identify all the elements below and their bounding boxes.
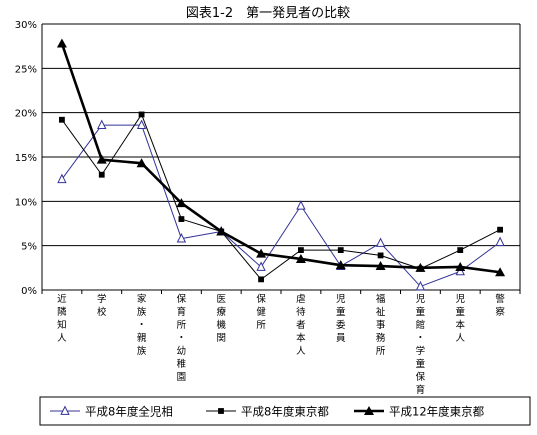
x-tick-label: 福祉事務所 [376, 293, 386, 357]
data-point [375, 261, 386, 271]
series-lines [56, 38, 506, 291]
data-point [59, 116, 65, 123]
data-point [495, 236, 505, 247]
series-3 [56, 38, 506, 277]
data-point [258, 276, 264, 283]
data-point [176, 198, 187, 208]
data-point [375, 237, 386, 247]
x-tick-label: 児童館・学童保育 [416, 294, 426, 396]
data-point [136, 119, 147, 129]
data-point [415, 262, 426, 272]
data-point [176, 233, 187, 243]
data-point [377, 252, 384, 259]
data-point [298, 247, 304, 253]
data-point [98, 171, 105, 178]
data-point [97, 119, 107, 129]
gridlines [42, 23, 520, 247]
x-tick-labels: 近隣知人 学校 家族・親族 保育所・幼稚園 医療機関 保健所 虐待者本人 児童委員 福祉事務所 児… [57, 293, 505, 396]
legend-label: 平成8年度全児相 [85, 405, 173, 419]
x-tick-label: 保育所・幼稚園 [177, 293, 187, 383]
y-tick-labels: 0% 5% 10% 15% 20% 25% 30% [15, 20, 37, 297]
series-line [61, 113, 501, 280]
x-tick-label: 警察 [495, 293, 505, 318]
data-point [138, 111, 145, 118]
data-point [457, 247, 464, 253]
y-tick-label: 30% [15, 20, 37, 31]
x-tick-label: 医療機関 [216, 294, 226, 344]
data-point [337, 247, 344, 253]
data-point [96, 154, 107, 164]
chart-title: 図表1-2 第一発見者の比較 [186, 6, 350, 21]
x-tick-label: 学校 [97, 293, 107, 318]
data-point [364, 406, 374, 415]
y-tick-label: 20% [15, 109, 37, 120]
x-tick-label: 児童本人 [455, 294, 465, 344]
legend-label: 平成8年度東京都 [241, 405, 329, 419]
data-point [295, 253, 306, 263]
data-point [296, 200, 306, 210]
legend-label: 平成12年度東京都 [389, 405, 485, 419]
x-tick-label: 近隣知人 [57, 293, 67, 344]
legend-entry: 平成8年度全児相 [50, 405, 173, 419]
data-point [218, 408, 224, 414]
legend-entry: 平成8年度東京都 [206, 405, 329, 419]
data-point [495, 267, 506, 277]
data-point [178, 216, 185, 222]
axes [41, 24, 521, 294]
data-point [216, 226, 227, 236]
y-tick-label: 15% [15, 153, 37, 164]
y-tick-label: 0% [21, 286, 37, 297]
data-point [256, 248, 267, 258]
data-point [256, 261, 266, 271]
y-tick-label: 10% [15, 197, 37, 208]
data-point [455, 261, 466, 271]
data-point [136, 158, 147, 168]
data-point [335, 260, 346, 270]
data-point [56, 38, 67, 48]
legend-entry: 平成12年度東京都 [354, 405, 485, 419]
data-point [497, 226, 503, 233]
legend: 平成8年度全児相 平成8年度東京都 平成12年度東京都 [39, 396, 531, 426]
x-tick-label: 家族・親族 [137, 293, 147, 357]
x-tick-label: 虐待者本人 [296, 293, 306, 357]
data-point [60, 405, 70, 415]
x-tick-label: 児童委員 [336, 294, 346, 344]
data-point [57, 173, 67, 184]
x-tick-label: 保健所 [256, 293, 266, 331]
y-tick-label: 25% [15, 64, 37, 75]
series-line [60, 43, 501, 274]
data-point [415, 280, 426, 291]
y-tick-label: 5% [21, 242, 37, 253]
legend-box [39, 396, 531, 426]
